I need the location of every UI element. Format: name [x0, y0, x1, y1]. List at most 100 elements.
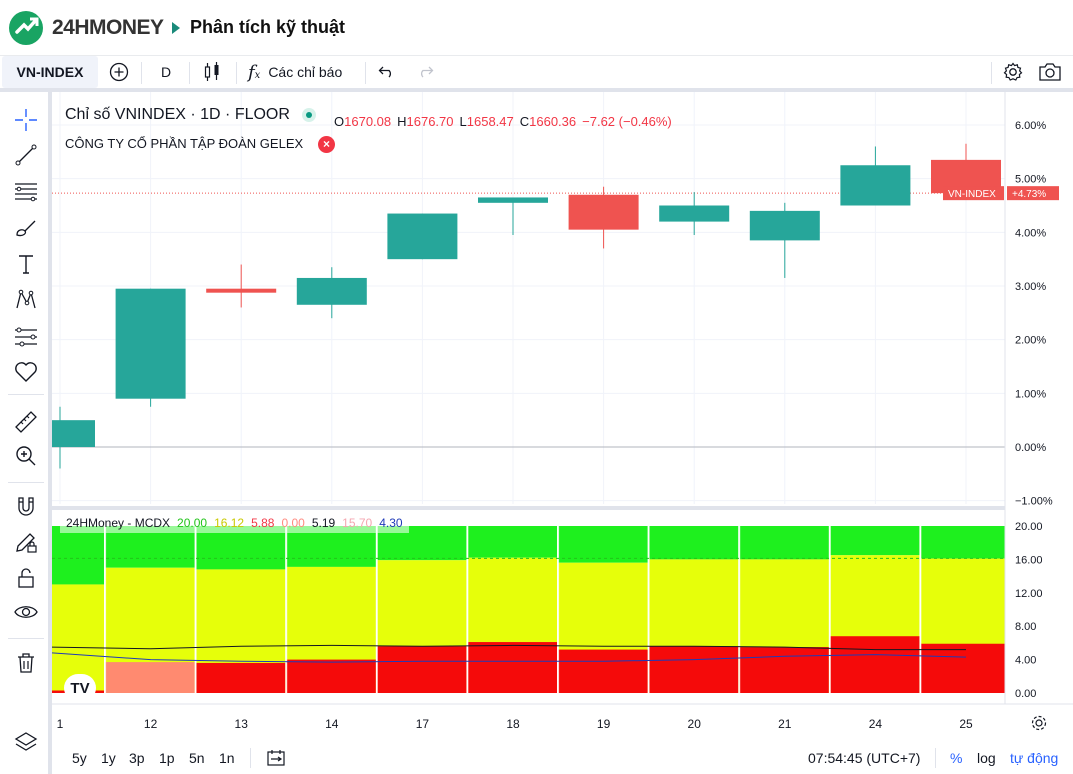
time-axis-label: 12	[144, 717, 158, 731]
fib-icon[interactable]	[12, 177, 40, 205]
ruler-icon[interactable]	[12, 408, 40, 436]
mcdx-green-bar	[830, 526, 920, 556]
indicator-axis-label: 4.00	[1015, 655, 1036, 667]
tv-logo-icon: TV	[70, 679, 90, 697]
toolbar-divider	[141, 62, 142, 84]
mcdx-red-bar	[286, 659, 376, 693]
log-toggle[interactable]: log	[977, 750, 996, 766]
crosshair-icon[interactable]	[12, 106, 40, 134]
mcdx-red-bar	[739, 647, 829, 693]
pane-separator[interactable]	[52, 506, 1073, 510]
gear-icon	[1003, 62, 1023, 81]
last-value-label-box	[1007, 186, 1059, 201]
toolbar-divider	[935, 748, 936, 768]
time-axis-label: 1	[57, 717, 64, 731]
candle-body[interactable]	[659, 205, 730, 222]
auto-scale-toggle[interactable]: tự động	[1010, 750, 1059, 766]
trendline-icon[interactable]	[12, 141, 40, 169]
time-axis-label: 17	[416, 717, 430, 731]
indicator-value: 20.00	[177, 516, 208, 530]
screenshot-button[interactable]	[1036, 56, 1064, 88]
heart-icon[interactable]	[12, 358, 40, 386]
price-axis-label: 0.00%	[1015, 442, 1046, 454]
breadcrumb-arrow-icon	[172, 22, 180, 34]
range-3p[interactable]: 3p	[129, 750, 145, 766]
layers-icon[interactable]	[12, 728, 40, 756]
remove-compare-button[interactable]: ×	[318, 136, 335, 153]
legend-title[interactable]: Chỉ số VNINDEX · 1D · FLOOR	[65, 106, 290, 123]
mcdx-red-bar	[377, 646, 467, 693]
axis-settings-icon[interactable]	[1031, 715, 1047, 731]
indicator-value: 5.19	[311, 516, 336, 530]
prediction-icon[interactable]	[12, 323, 40, 351]
zoom-icon[interactable]	[12, 442, 40, 470]
interval-button[interactable]: D	[160, 64, 172, 80]
indicator-value: 0.00	[281, 516, 305, 530]
tradingview-logo[interactable]: TV	[64, 674, 96, 702]
candle-body[interactable]	[840, 165, 911, 206]
compare-symbol-label[interactable]: CÔNG TY CỔ PHẦN TẬP ĐOÀN GELEX	[65, 136, 304, 151]
candle-body[interactable]	[387, 213, 458, 260]
camera-icon	[1039, 63, 1061, 81]
high-value: 1676.70	[406, 114, 454, 129]
indicator-axis-label: 0.00	[1015, 688, 1036, 700]
range-1y[interactable]: 1y	[101, 750, 116, 766]
mcdx-red-bar	[830, 636, 920, 693]
function-icon: fx	[248, 61, 261, 83]
brush-icon[interactable]	[12, 214, 40, 242]
close-value: 1660.36	[529, 114, 577, 129]
open-value: 1670.08	[344, 114, 392, 129]
percent-toggle[interactable]: %	[950, 750, 963, 766]
range-5n[interactable]: 5n	[189, 750, 205, 766]
close-label: C	[519, 114, 530, 129]
settings-button[interactable]	[1000, 56, 1026, 88]
ohlc-values: O1670.08 H1676.70 L1658.47 C1660.36 −7.6…	[334, 114, 672, 129]
clock-time[interactable]: 07:54:45 (UTC+7)	[808, 750, 921, 766]
eye-icon[interactable]	[12, 598, 40, 626]
toolbar-divider	[189, 62, 190, 84]
candle-body[interactable]	[296, 277, 367, 305]
indicators-button[interactable]: fx Các chỉ báo	[248, 56, 356, 88]
redo-button[interactable]	[413, 56, 437, 88]
mcdx-red-bar	[558, 649, 648, 693]
chart-type-button[interactable]	[198, 56, 226, 88]
range-1p[interactable]: 1p	[159, 750, 175, 766]
mcdx-green-bar	[649, 526, 739, 560]
time-axis-label: 21	[778, 717, 792, 731]
indicator-name[interactable]: 24HMoney - MCDX	[66, 516, 171, 530]
compare-symbol-button[interactable]	[105, 56, 133, 88]
price-axis-label: 3.00%	[1015, 281, 1046, 293]
symbol-search-button[interactable]: VN-INDEX	[2, 56, 98, 88]
candle-body[interactable]	[478, 197, 548, 203]
pencil-lock-icon[interactable]	[12, 528, 40, 556]
indicator-axis-label: 8.00	[1015, 621, 1036, 633]
candle-body[interactable]	[52, 420, 95, 447]
time-axis-label: 13	[235, 717, 249, 731]
range-5y[interactable]: 5y	[72, 750, 87, 766]
candle-body[interactable]	[568, 194, 639, 230]
toolbar-divider	[8, 638, 44, 639]
trash-icon[interactable]	[12, 649, 40, 677]
candle-body[interactable]	[749, 210, 820, 241]
mcdx-green-bar	[468, 526, 557, 558]
toolbar-divider	[991, 62, 992, 84]
mcdx-blue-line	[52, 652, 967, 663]
range-1n[interactable]: 1n	[219, 750, 235, 766]
pattern-icon[interactable]	[12, 286, 40, 314]
undo-button[interactable]	[375, 56, 399, 88]
date-range-button[interactable]	[266, 749, 286, 772]
toolbar-divider	[236, 62, 237, 84]
mcdx-green-bar	[739, 526, 829, 560]
magnet-icon[interactable]	[12, 493, 40, 521]
candle-body[interactable]	[115, 288, 186, 399]
logo-text[interactable]: 24HMONEY	[52, 16, 164, 39]
candle-body[interactable]	[206, 288, 277, 293]
chart-canvas[interactable]: 6.00% 5.00% 4.00% 3.00% 2.00% 1.00% 0.00% −1.00…	[52, 92, 1073, 740]
indicator-axis-label: 20.00	[1015, 521, 1043, 533]
logo-icon[interactable]	[8, 10, 44, 46]
time-axis-label: 19	[597, 717, 611, 731]
toolbar-divider	[8, 394, 44, 395]
text-icon[interactable]	[12, 250, 40, 278]
lock-icon[interactable]	[12, 564, 40, 592]
price-axis-label: 2.00%	[1015, 335, 1046, 347]
